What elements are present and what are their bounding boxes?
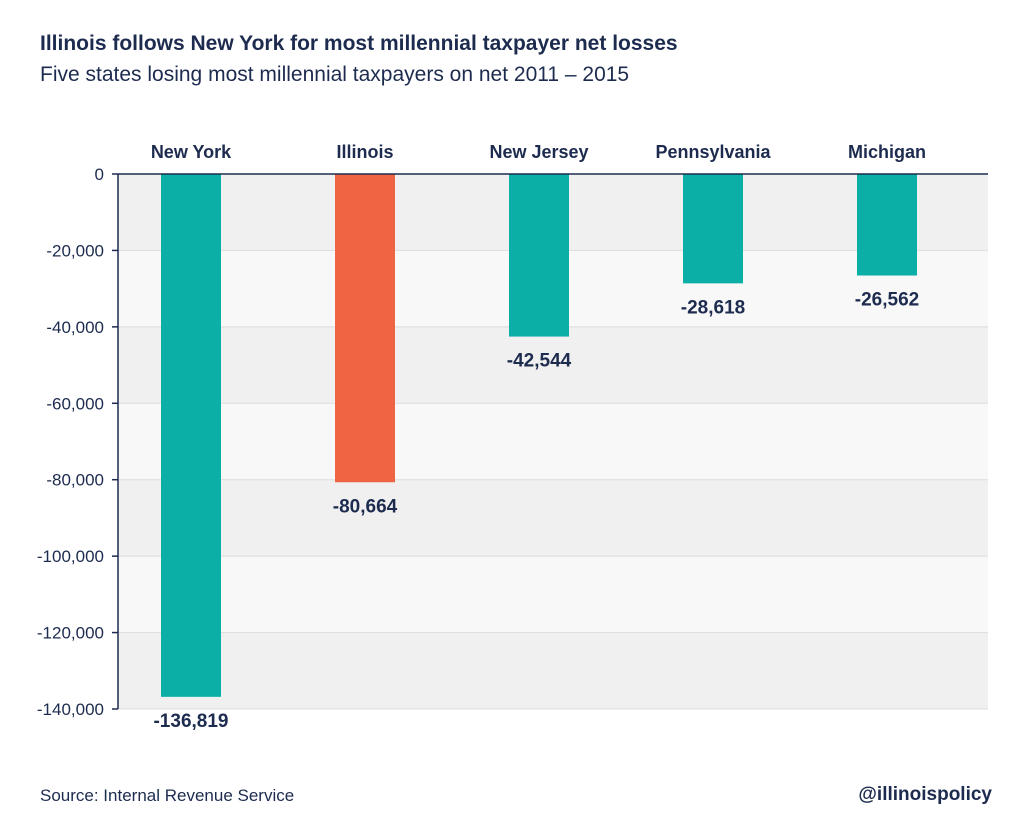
bar-pennsylvania: [683, 174, 743, 284]
category-label: Pennsylvania: [655, 142, 771, 162]
data-label: -80,664: [333, 496, 398, 517]
bar-michigan: [857, 174, 917, 276]
chart-title: Illinois follows New York for most mille…: [40, 32, 678, 55]
category-label: New York: [151, 142, 232, 162]
plot-band: [118, 556, 988, 633]
y-tick-label: -140,000: [37, 700, 104, 719]
data-label: -136,819: [153, 711, 228, 732]
source-note: Source: Internal Revenue Service: [40, 786, 295, 805]
bar-new-york: [161, 174, 221, 697]
category-label: Illinois: [336, 142, 393, 162]
y-tick-label: -120,000: [37, 624, 104, 643]
y-tick-label: -80,000: [46, 471, 104, 490]
data-label: -42,544: [507, 351, 572, 372]
plot-band: [118, 479, 988, 557]
chart-subtitle: Five states losing most millennial taxpa…: [40, 63, 630, 86]
y-tick-label: -60,000: [46, 394, 104, 413]
y-tick-label: -100,000: [37, 547, 104, 566]
brand-handle: @illinoispolicy: [858, 784, 992, 805]
y-tick-label: -20,000: [46, 241, 104, 260]
y-tick-label: 0: [95, 165, 104, 184]
bar-new-jersey: [509, 174, 569, 337]
bar-illinois: [335, 174, 395, 483]
category-label: New Jersey: [489, 142, 588, 162]
plot-band: [118, 326, 988, 404]
data-label: -26,562: [855, 290, 919, 311]
category-label: Michigan: [848, 142, 926, 162]
plot-band: [118, 632, 988, 709]
y-tick-label: -40,000: [46, 318, 104, 337]
data-label: -28,618: [681, 297, 745, 318]
plot-band: [118, 403, 988, 480]
